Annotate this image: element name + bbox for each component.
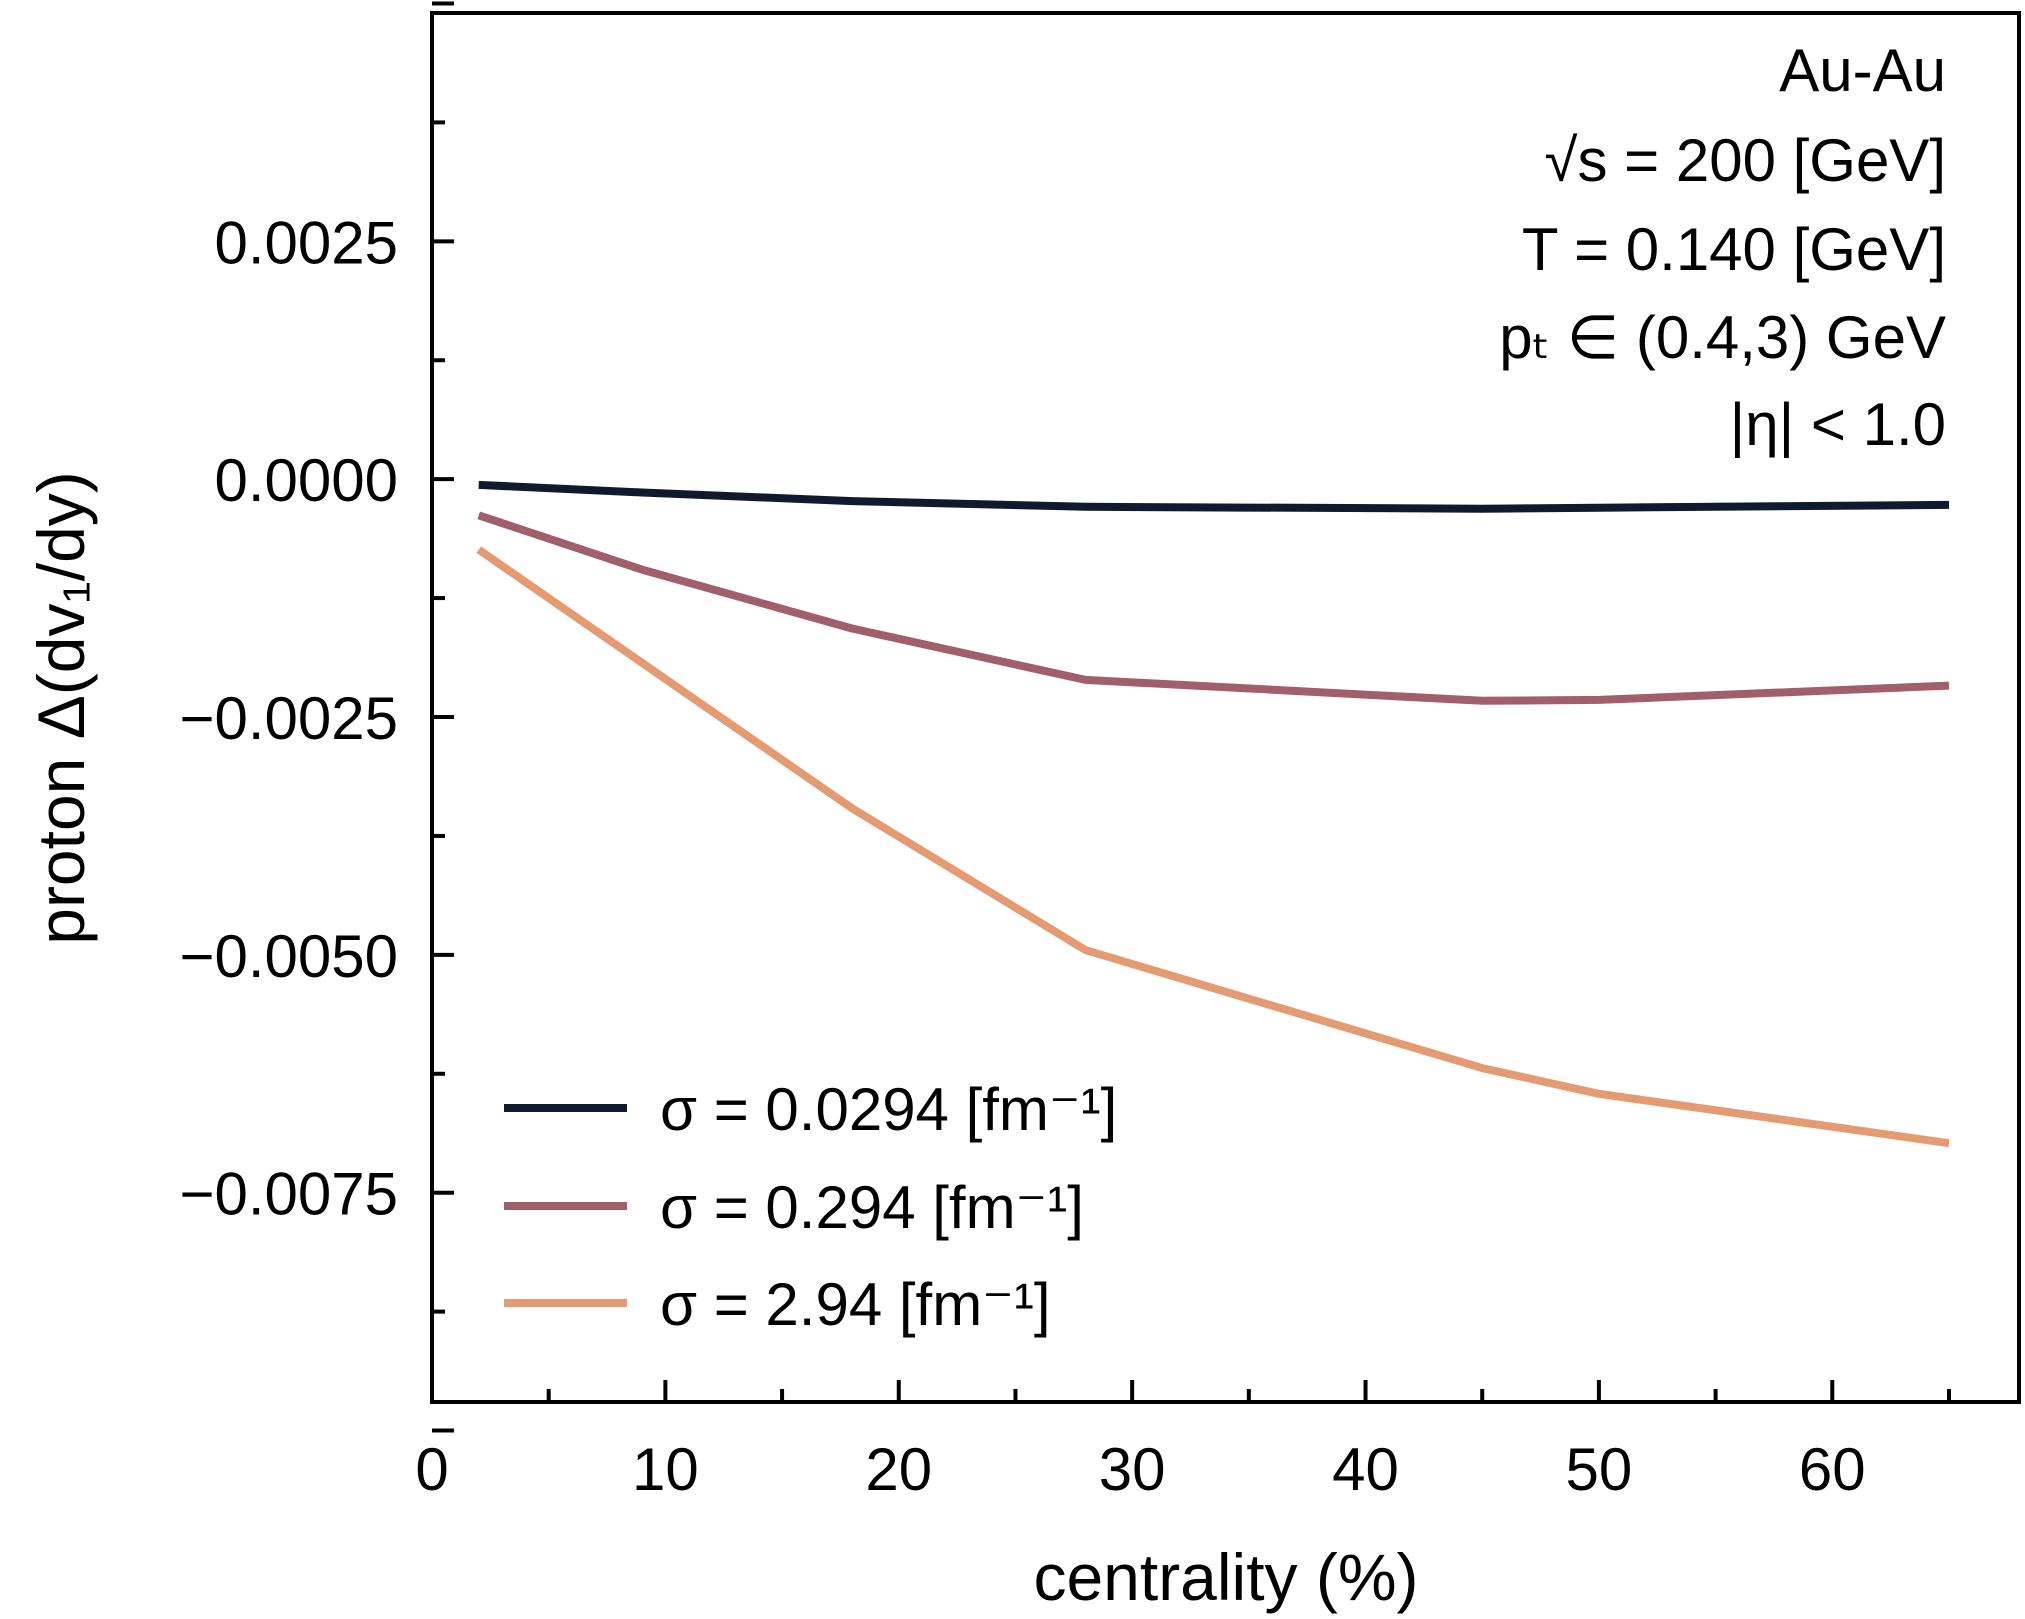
x-tick-label: 0 [415,1436,448,1503]
legend-label-series-2: σ = 0.294 [fm⁻¹] [660,1174,1084,1241]
annotation-pt-range: pₜ ∈ (0.4,3) GeV [1499,304,1946,371]
annotation-temperature: T = 0.140 [GeV] [1522,216,1946,283]
annotation-eta-cut: |η| < 1.0 [1730,391,1946,458]
y-tick-label: 0.0025 [214,209,398,276]
x-tick-label: 10 [632,1436,699,1503]
x-axis-label: centrality (%) [1033,1540,1418,1614]
y-tick-label: −0.0075 [179,1161,398,1228]
annotation-block: Au-Au √s = 200 [GeV] T = 0.140 [GeV] pₜ … [1499,37,1946,458]
x-tick-label: 60 [1799,1436,1866,1503]
series-line-1 [478,480,1950,513]
y-axis-label: proton Δ(dv₁/dy) [24,471,98,945]
y-tick-label: −0.0025 [179,685,398,752]
annotation-energy: √s = 200 [GeV] [1545,127,1946,194]
x-tick-label: 20 [865,1436,932,1503]
y-tick-label: −0.0050 [179,923,398,990]
x-tick-label: 40 [1332,1436,1399,1503]
y-tick-label: 0.0000 [214,447,398,514]
legend: σ = 0.0294 [fm⁻¹] σ = 0.294 [fm⁻¹] σ = 2… [504,1076,1117,1338]
legend-label-series-3: σ = 2.94 [fm⁻¹] [660,1271,1051,1338]
y-axis-ticks: 0.0025 0.0000 −0.0025 −0.0050 −0.0075 [179,1,454,1433]
x-tick-label: 30 [1099,1436,1166,1503]
plot-frame [430,11,2021,1404]
x-axis-ticks: 0 10 20 30 40 50 60 [415,1380,1951,1503]
legend-label-series-1: σ = 0.0294 [fm⁻¹] [660,1076,1117,1143]
series-lines [476,480,1950,1148]
x-tick-label: 50 [1566,1436,1633,1503]
series-line-2 [477,511,1950,705]
series-line-3 [476,546,1950,1148]
annotation-system: Au-Au [1779,37,1946,104]
